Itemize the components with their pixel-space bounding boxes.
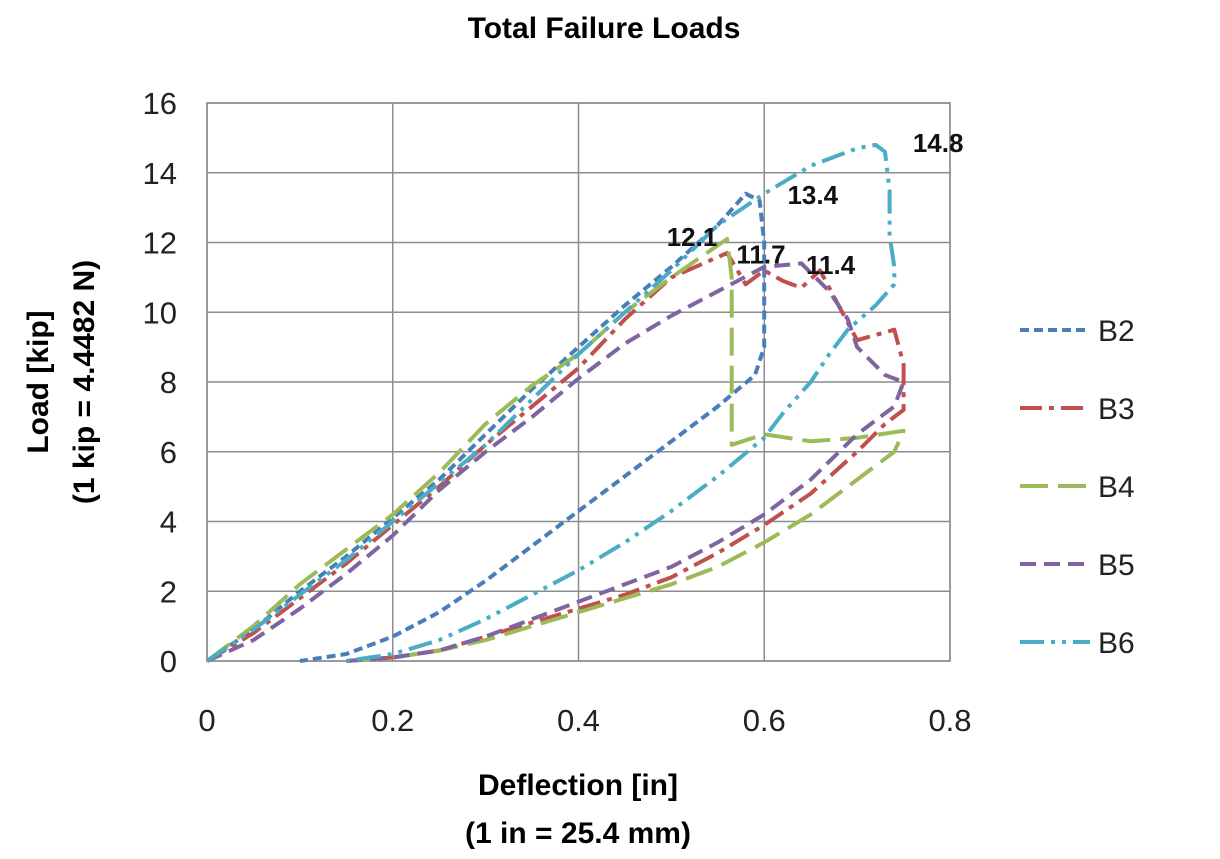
y-tick-label: 0: [160, 644, 177, 679]
y-tick-label: 10: [143, 295, 177, 330]
data-label: 12.1: [667, 222, 718, 252]
y-tick-label: 14: [143, 156, 177, 191]
annotation-layer: 14.8 13.4 12.1 11.7 11.4: [667, 128, 964, 280]
y-tick-label: 12: [143, 226, 177, 261]
legend-label: B3: [1098, 393, 1135, 426]
plot-grid: [206, 102, 951, 662]
series-line-b4: [205, 237, 906, 663]
x-tick-label: 0.4: [557, 703, 600, 738]
x-axis-title: Deflection [in]: [478, 769, 678, 802]
series-line-b5: [206, 261, 906, 663]
series-line-b6: [205, 142, 897, 663]
y-tick-label: 2: [160, 574, 177, 609]
x-tick-label: 0: [198, 703, 215, 738]
y-axis-title: Load [kip]: [22, 310, 55, 453]
legend-label: B4: [1098, 471, 1135, 504]
legend: B2 B3 B4 B5 B6: [1020, 315, 1135, 660]
chart-title: Total Failure Loads: [468, 12, 741, 45]
y-tick-label: 4: [160, 505, 177, 540]
data-label: 11.7: [736, 239, 785, 269]
x-tick-labels: 0 0.2 0.4 0.6 0.8: [198, 703, 971, 738]
y-tick-label: 8: [160, 365, 177, 400]
y-tick-labels: 0 2 4 6 8 10 12 14 16: [143, 86, 177, 679]
data-label: 14.8: [913, 128, 964, 158]
plot-area: [206, 102, 951, 662]
x-tick-label: 0.8: [928, 703, 971, 738]
x-tick-label: 0.2: [371, 703, 414, 738]
data-label: 13.4: [787, 180, 838, 210]
data-label: 11.4: [806, 250, 856, 280]
legend-label: B6: [1098, 627, 1135, 660]
x-axis-subtitle: (1 in = 25.4 mm): [465, 817, 691, 850]
series-line-b2: [205, 191, 767, 663]
x-tick-label: 0.6: [743, 703, 786, 738]
legend-label: B2: [1098, 315, 1135, 348]
y-axis-subtitle: (1 kip = 4.4482 N): [68, 260, 101, 504]
y-tick-label: 16: [143, 86, 177, 121]
legend-label: B5: [1098, 549, 1135, 582]
series-layer: [205, 142, 906, 663]
y-tick-label: 6: [160, 435, 177, 470]
